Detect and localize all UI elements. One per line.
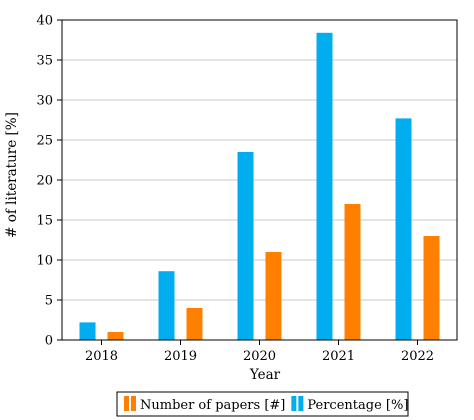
bar-number-of-papers xyxy=(107,332,124,340)
y-tick-label: 0 xyxy=(45,334,53,349)
bar-number-of-papers xyxy=(423,236,440,340)
y-tick-label: 25 xyxy=(36,134,53,149)
bar-percentage xyxy=(158,271,175,340)
y-tick-label: 20 xyxy=(36,174,53,189)
bar-number-of-papers xyxy=(265,252,282,340)
y-tick-label: 30 xyxy=(36,94,53,109)
bar-percentage xyxy=(316,32,333,341)
y-tick-label: 35 xyxy=(36,54,53,69)
x-tick-label: 2022 xyxy=(401,349,434,364)
bar-percentage xyxy=(237,152,254,340)
y-tick-label: 15 xyxy=(36,214,53,229)
y-tick-labels: 0 5 10 15 20 25 30 35 40 xyxy=(36,14,62,349)
x-tick-label: 2020 xyxy=(243,349,276,364)
x-tick-labels: 2018 2019 2020 2021 2022 xyxy=(85,340,434,364)
bar-number-of-papers xyxy=(186,308,203,340)
bar-percentage xyxy=(79,322,96,340)
x-axis-title: Year xyxy=(249,367,281,383)
legend-label: Percentage [%] xyxy=(307,398,408,413)
y-tick-label: 5 xyxy=(45,294,53,309)
bar-number-of-papers xyxy=(344,204,361,340)
legend-swatch xyxy=(131,396,136,411)
legend-box xyxy=(116,391,409,417)
legend: Number of papers [#] Percentage [%] xyxy=(116,391,409,417)
legend-label: Number of papers [#] xyxy=(140,398,285,413)
x-tick-label: 2019 xyxy=(164,349,197,364)
gridlines xyxy=(62,19,457,301)
bar-percentage xyxy=(395,118,412,341)
y-axis-title: # of literature [%] xyxy=(4,112,20,238)
x-tick-label: 2018 xyxy=(85,349,118,364)
y-tick-label: 40 xyxy=(36,14,53,29)
legend-swatch xyxy=(291,396,297,411)
legend-swatch xyxy=(124,396,129,411)
x-tick-label: 2021 xyxy=(322,349,355,364)
y-tick-label: 10 xyxy=(36,254,53,269)
bars xyxy=(79,32,440,341)
legend-swatch xyxy=(298,396,304,411)
